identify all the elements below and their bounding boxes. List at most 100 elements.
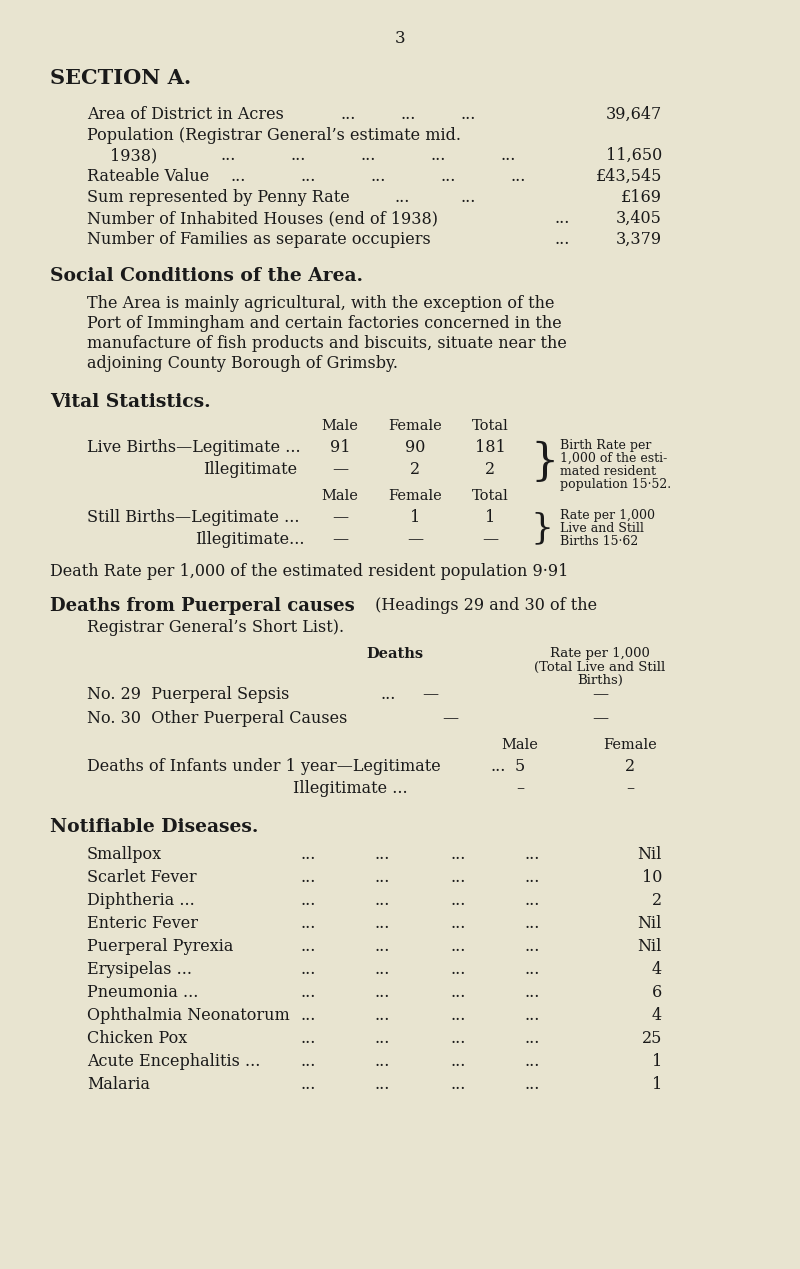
Text: –: –: [626, 780, 634, 797]
Text: ...: ...: [525, 1053, 540, 1070]
Text: Acute Encephalitis ...: Acute Encephalitis ...: [87, 1053, 260, 1070]
Text: ...: ...: [510, 168, 526, 185]
Text: Deaths from Puerperal causes: Deaths from Puerperal causes: [50, 596, 354, 615]
Text: 1: 1: [652, 1053, 662, 1070]
Text: Vital Statistics.: Vital Statistics.: [50, 393, 210, 411]
Text: 90: 90: [405, 439, 425, 456]
Text: ...: ...: [450, 1076, 466, 1093]
Text: ...: ...: [500, 147, 515, 164]
Text: 25: 25: [642, 1030, 662, 1047]
Text: Malaria: Malaria: [87, 1076, 150, 1093]
Text: ...: ...: [230, 168, 246, 185]
Text: Number of Inhabited Houses (end of 1938): Number of Inhabited Houses (end of 1938): [87, 209, 438, 227]
Text: 3,405: 3,405: [616, 209, 662, 227]
Text: —: —: [407, 530, 423, 548]
Text: Pneumonia ...: Pneumonia ...: [87, 983, 198, 1001]
Text: 1,000 of the esti-: 1,000 of the esti-: [560, 452, 667, 464]
Text: 3,379: 3,379: [616, 231, 662, 247]
Text: £169: £169: [621, 189, 662, 206]
Text: Illegitimate...: Illegitimate...: [195, 530, 305, 548]
Text: Area of District in Acres: Area of District in Acres: [87, 107, 284, 123]
Text: Births 15·62: Births 15·62: [560, 536, 638, 548]
Text: ...: ...: [460, 189, 475, 206]
Text: ...: ...: [300, 1076, 315, 1093]
Text: ...: ...: [375, 1076, 390, 1093]
Text: Female: Female: [388, 419, 442, 433]
Text: ...: ...: [440, 168, 455, 185]
Text: Nil: Nil: [638, 915, 662, 931]
Text: ...: ...: [375, 983, 390, 1001]
Text: 4: 4: [652, 961, 662, 978]
Text: Nil: Nil: [638, 938, 662, 956]
Text: Notifiable Diseases.: Notifiable Diseases.: [50, 819, 258, 836]
Text: ...: ...: [450, 846, 466, 863]
Text: 1: 1: [485, 509, 495, 525]
Text: ...: ...: [525, 846, 540, 863]
Text: Ophthalmia Neonatorum: Ophthalmia Neonatorum: [87, 1008, 290, 1024]
Text: }: }: [530, 442, 558, 485]
Text: Live and Still: Live and Still: [560, 522, 644, 536]
Text: 39,647: 39,647: [606, 107, 662, 123]
Text: Live Births—Legitimate ...: Live Births—Legitimate ...: [87, 439, 301, 456]
Text: £43,545: £43,545: [596, 168, 662, 185]
Text: Death Rate per 1,000 of the estimated resident population 9·91: Death Rate per 1,000 of the estimated re…: [50, 563, 568, 580]
Text: ...: ...: [450, 892, 466, 909]
Text: ...: ...: [360, 147, 375, 164]
Text: Illegitimate ...: Illegitimate ...: [293, 780, 407, 797]
Text: ...: ...: [340, 107, 355, 123]
Text: 5: 5: [515, 758, 525, 775]
Text: manufacture of fish products and biscuits, situate near the: manufacture of fish products and biscuit…: [87, 335, 567, 352]
Text: 1: 1: [410, 509, 420, 525]
Text: Still Births—Legitimate ...: Still Births—Legitimate ...: [87, 509, 299, 525]
Text: ...: ...: [525, 983, 540, 1001]
Text: —: —: [332, 509, 348, 525]
Text: Social Conditions of the Area.: Social Conditions of the Area.: [50, 266, 363, 286]
Text: ...: ...: [375, 915, 390, 931]
Text: ...: ...: [450, 983, 466, 1001]
Text: Female: Female: [603, 739, 657, 753]
Text: ...: ...: [450, 1030, 466, 1047]
Text: —: —: [332, 530, 348, 548]
Text: ...: ...: [300, 983, 315, 1001]
Text: ...: ...: [450, 915, 466, 931]
Text: ...: ...: [460, 107, 475, 123]
Text: (Total Live and Still: (Total Live and Still: [534, 661, 666, 674]
Text: Smallpox: Smallpox: [87, 846, 162, 863]
Text: Rate per 1,000: Rate per 1,000: [550, 647, 650, 660]
Text: Chicken Pox: Chicken Pox: [87, 1030, 187, 1047]
Text: The Area is mainly agricultural, with the exception of the: The Area is mainly agricultural, with th…: [87, 294, 554, 312]
Text: Population (Registrar General’s estimate mid.: Population (Registrar General’s estimate…: [87, 127, 461, 143]
Text: ...: ...: [375, 892, 390, 909]
Text: population 15·52.: population 15·52.: [560, 478, 671, 491]
Text: ...: ...: [450, 938, 466, 956]
Text: 6: 6: [652, 983, 662, 1001]
Text: ...: ...: [220, 147, 235, 164]
Text: Male: Male: [322, 489, 358, 503]
Text: No. 29  Puerperal Sepsis: No. 29 Puerperal Sepsis: [87, 687, 290, 703]
Text: ...: ...: [450, 1053, 466, 1070]
Text: ...: ...: [375, 938, 390, 956]
Text: ...: ...: [400, 107, 415, 123]
Text: ...: ...: [525, 892, 540, 909]
Text: ...: ...: [554, 231, 570, 247]
Text: ...: ...: [554, 209, 570, 227]
Text: ...: ...: [430, 147, 446, 164]
Text: Deaths of Infants under 1 year—Legitimate: Deaths of Infants under 1 year—Legitimat…: [87, 758, 441, 775]
Text: ...: ...: [300, 961, 315, 978]
Text: —: —: [592, 687, 608, 703]
Text: Total: Total: [472, 489, 508, 503]
Text: ...: ...: [525, 1076, 540, 1093]
Text: Number of Families as separate occupiers: Number of Families as separate occupiers: [87, 231, 430, 247]
Text: ...: ...: [525, 961, 540, 978]
Text: ...: ...: [375, 1053, 390, 1070]
Text: ...: ...: [300, 869, 315, 886]
Text: Illegitimate: Illegitimate: [203, 461, 297, 478]
Text: ...: ...: [300, 892, 315, 909]
Text: Registrar General’s Short List).: Registrar General’s Short List).: [87, 619, 344, 636]
Text: 11,650: 11,650: [606, 147, 662, 164]
Text: Erysipelas ...: Erysipelas ...: [87, 961, 192, 978]
Text: ...: ...: [375, 961, 390, 978]
Text: ...: ...: [300, 1053, 315, 1070]
Text: ...: ...: [300, 1030, 315, 1047]
Text: Sum represented by Penny Rate: Sum represented by Penny Rate: [87, 189, 350, 206]
